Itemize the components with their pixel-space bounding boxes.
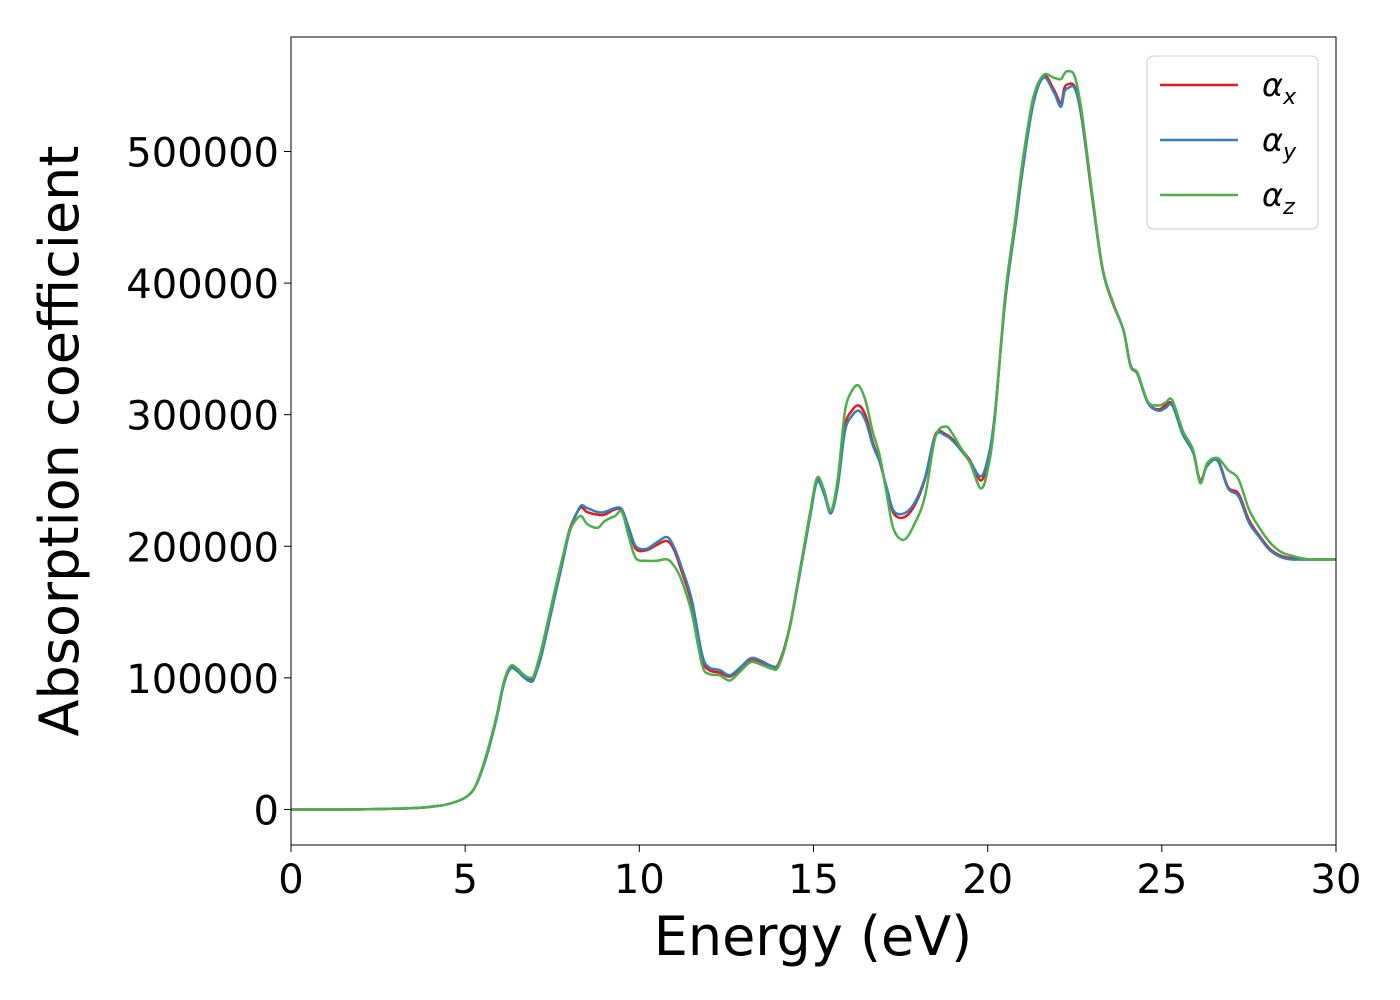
legend-box bbox=[1146, 55, 1319, 230]
legend-label-base: α bbox=[1262, 66, 1283, 104]
legend-label-sub: x bbox=[1282, 85, 1297, 110]
y-tick-label: 200000 bbox=[126, 525, 279, 571]
y-tick-label: 300000 bbox=[126, 394, 279, 440]
x-tick-label: 15 bbox=[788, 857, 839, 903]
legend-label-base: α bbox=[1262, 176, 1283, 214]
legend-label-sub: z bbox=[1282, 195, 1295, 220]
series-lines bbox=[290, 69, 1336, 811]
x-tick-label: 20 bbox=[962, 857, 1013, 903]
legend-label-sub: y bbox=[1282, 140, 1297, 165]
y-axis-label: Absorption coefficient bbox=[28, 146, 91, 737]
series-line-y bbox=[290, 76, 1336, 811]
y-tick-label: 500000 bbox=[126, 130, 279, 176]
legend-label-x: αx bbox=[1262, 66, 1297, 110]
legend-label-y: αy bbox=[1262, 121, 1297, 165]
x-tick-label: 30 bbox=[1311, 857, 1362, 903]
y-tick-label: 400000 bbox=[126, 262, 279, 308]
x-tick-label: 10 bbox=[614, 857, 665, 903]
y-axis-ticks: 0 100000 200000 300000 400000 500000 bbox=[126, 130, 291, 834]
legend-label-z: αz bbox=[1262, 176, 1295, 220]
x-tick-label: 5 bbox=[452, 857, 477, 903]
y-tick-label: 100000 bbox=[126, 657, 279, 703]
legend-label-base: α bbox=[1262, 121, 1283, 159]
y-tick-label: 0 bbox=[254, 788, 279, 834]
x-tick-label: 0 bbox=[278, 857, 303, 903]
x-tick-label: 25 bbox=[1136, 857, 1187, 903]
x-axis-label: Energy (eV) bbox=[654, 905, 973, 968]
x-axis-ticks: 0 5 10 15 20 25 30 bbox=[278, 845, 1361, 903]
series-line-z bbox=[290, 69, 1336, 811]
